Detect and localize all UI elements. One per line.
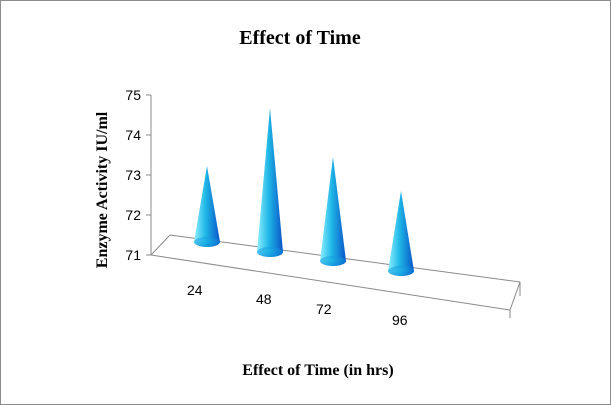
- cone-series: [194, 108, 414, 276]
- y-axis-title: Enzyme Activity IU/ml: [94, 111, 111, 268]
- y-tick-label: 75: [125, 87, 141, 103]
- x-tick-label: 72: [316, 301, 332, 317]
- x-axis-title: Effect of Time (in hrs): [242, 362, 393, 379]
- y-tick-label: 71: [125, 247, 141, 263]
- cone-base: [257, 247, 283, 257]
- x-tick-label: 24: [187, 282, 203, 298]
- cone-body: [320, 157, 346, 266]
- cone-body: [194, 166, 220, 247]
- x-tick-label: 48: [256, 291, 272, 307]
- chart-title: Effect of Time: [239, 27, 361, 49]
- y-tick-label: 73: [125, 167, 141, 183]
- cone-bar-24: [194, 166, 220, 247]
- x-tick-label: 96: [392, 312, 408, 328]
- cone-body: [257, 108, 283, 257]
- cone-base: [194, 237, 220, 247]
- cone-base: [388, 266, 414, 276]
- cone-bar-96: [388, 191, 414, 276]
- cone-body: [388, 191, 414, 276]
- x-tick-labels: 24 48 72 96: [187, 282, 408, 328]
- cone-bar-72: [320, 157, 346, 266]
- cone-bar-48: [257, 108, 283, 257]
- y-tick-label: 74: [125, 127, 141, 143]
- y-tick-labels: 71 72 73 74 75: [125, 87, 151, 263]
- cone-base: [320, 256, 346, 266]
- y-tick-label: 72: [125, 207, 141, 223]
